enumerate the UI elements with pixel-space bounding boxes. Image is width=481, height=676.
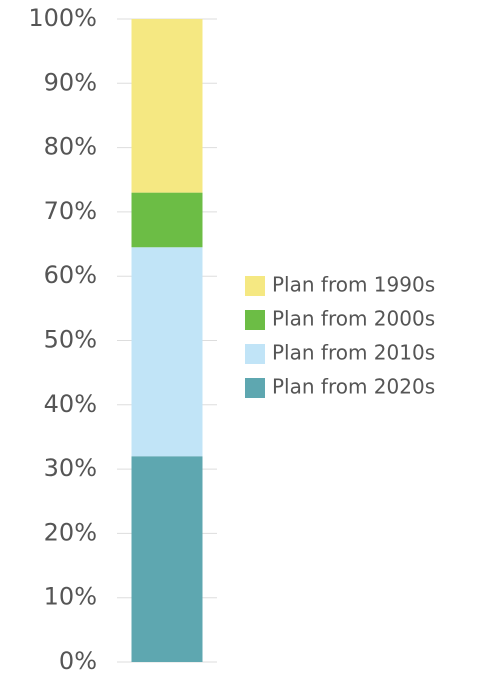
bar-segment bbox=[131, 192, 203, 248]
y-tick-label: 50% bbox=[44, 326, 97, 354]
y-tick-label: 30% bbox=[44, 454, 97, 482]
bar-segment bbox=[131, 19, 203, 193]
legend-swatch bbox=[245, 310, 265, 330]
y-tick-label: 70% bbox=[44, 197, 97, 225]
legend-label: Plan from 1990s bbox=[272, 273, 435, 297]
legend-swatch bbox=[245, 378, 265, 398]
y-tick-label: 60% bbox=[44, 261, 97, 289]
y-tick-label: 90% bbox=[44, 68, 97, 96]
bar-segment bbox=[131, 247, 203, 457]
legend-label: Plan from 2020s bbox=[272, 375, 435, 399]
legend-label: Plan from 2010s bbox=[272, 341, 435, 365]
y-tick-label: 0% bbox=[59, 647, 97, 675]
y-tick-label: 80% bbox=[44, 133, 97, 161]
legend-swatch bbox=[245, 344, 265, 364]
y-tick-label: 40% bbox=[44, 390, 97, 418]
bar-segment bbox=[131, 456, 203, 662]
y-tick-label: 100% bbox=[28, 4, 97, 32]
legend-swatch bbox=[245, 276, 265, 296]
y-tick-label: 20% bbox=[44, 518, 97, 546]
legend-label: Plan from 2000s bbox=[272, 307, 435, 331]
y-tick-label: 10% bbox=[44, 583, 97, 611]
